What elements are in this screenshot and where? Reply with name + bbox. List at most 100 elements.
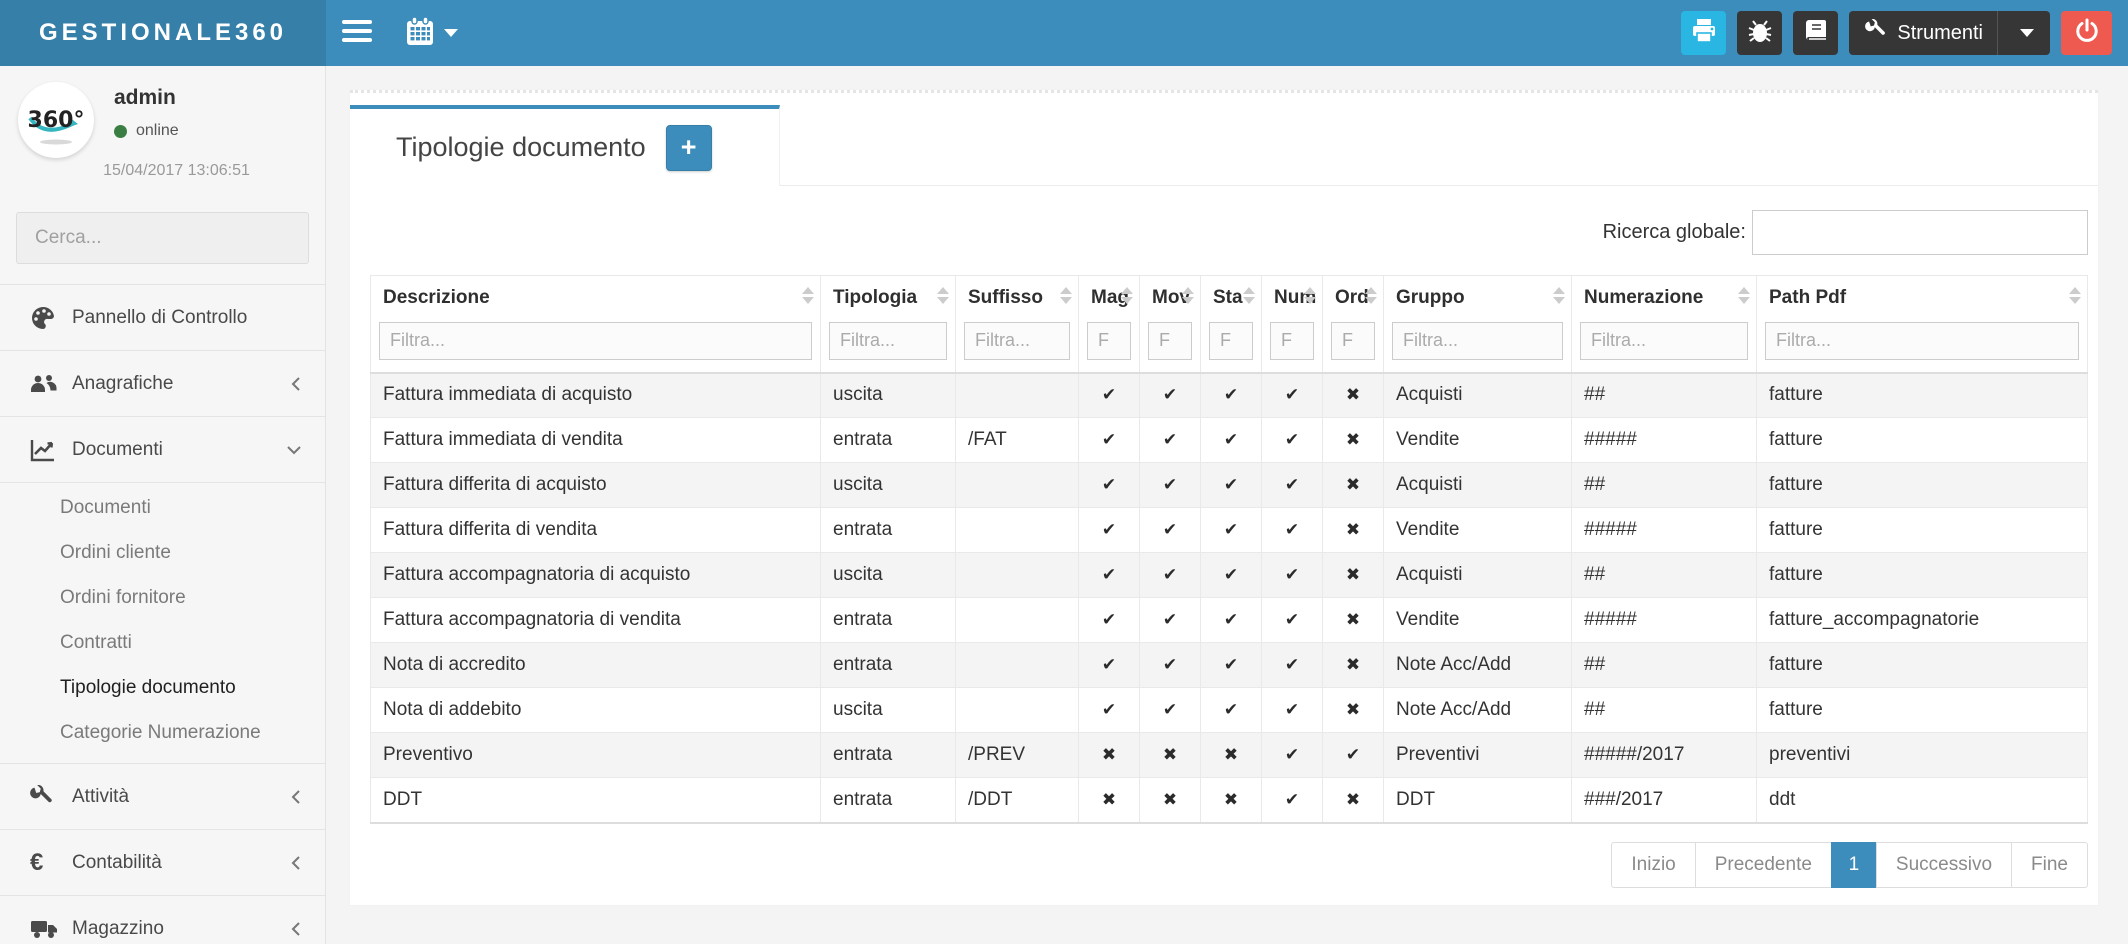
sidebar-subitem-ordini-fornitore[interactable]: Ordini fornitore	[0, 575, 325, 620]
cell-tipologia: uscita	[821, 463, 956, 508]
sidebar-toggle-button[interactable]	[326, 0, 388, 66]
chevron-down-icon	[285, 443, 303, 457]
sort-arrows-icon	[937, 287, 949, 304]
check-icon: ✔	[1140, 688, 1201, 733]
table-row[interactable]: DDTentrata/DDT✖✖✖✔✖DDT###/2017ddt	[371, 778, 2088, 823]
sort-arrows-icon	[1738, 287, 1750, 304]
table-row[interactable]: Fattura differita di acquistouscita✔✔✔✔✖…	[371, 463, 2088, 508]
cell-gruppo: Note Acc/Add	[1384, 688, 1572, 733]
cell-suffisso	[956, 553, 1079, 598]
page-button-inizio[interactable]: Inizio	[1611, 842, 1695, 888]
cell-suffisso	[956, 508, 1079, 553]
filter-input-gruppo[interactable]	[1392, 322, 1563, 360]
sidebar-item-attivit-[interactable]: Attività	[0, 764, 325, 830]
sidebar-subitem-documenti[interactable]: Documenti	[0, 485, 325, 530]
column-header-ord[interactable]: Ord	[1323, 276, 1384, 320]
manual-button[interactable]	[1793, 11, 1838, 55]
sort-arrows-icon	[1182, 287, 1194, 304]
column-header-tipologia[interactable]: Tipologia	[821, 276, 956, 320]
truck-icon	[30, 918, 72, 940]
column-header-descrizione[interactable]: Descrizione	[371, 276, 821, 320]
filter-input-num[interactable]	[1270, 322, 1314, 360]
add-document-type-button[interactable]: +	[666, 125, 712, 171]
user-status-label: online	[136, 122, 179, 140]
table-row[interactable]: Nota di accreditoentrata✔✔✔✔✖Note Acc/Ad…	[371, 643, 2088, 688]
page-button-fine[interactable]: Fine	[2011, 842, 2088, 888]
sort-arrows-icon	[802, 287, 814, 304]
wrench-icon	[30, 785, 72, 809]
logout-button[interactable]	[2061, 11, 2112, 55]
column-header-suffisso[interactable]: Suffisso	[956, 276, 1079, 320]
sidebar-item-documenti[interactable]: Documenti	[0, 417, 325, 483]
page-button-successivo[interactable]: Successivo	[1876, 842, 2012, 888]
content-card: Tipologie documento + Ricerca globale: D…	[350, 90, 2098, 905]
global-search-input[interactable]	[1752, 210, 2088, 255]
sidebar-subitem-tipologie-documento[interactable]: Tipologie documento	[0, 665, 325, 710]
page-button-precedente[interactable]: Precedente	[1695, 842, 1832, 888]
times-icon: ✖	[1323, 778, 1384, 823]
avatar: 360°	[18, 82, 94, 158]
column-header-mag[interactable]: Mag	[1079, 276, 1140, 320]
filter-input-ord[interactable]	[1331, 322, 1375, 360]
check-icon: ✔	[1201, 508, 1262, 553]
strumenti-caret-button[interactable]	[1997, 11, 2048, 55]
filter-input-tipologia[interactable]	[829, 322, 947, 360]
column-label: Tipologia	[833, 287, 917, 308]
filter-input-sta[interactable]	[1209, 322, 1253, 360]
sidebar-search-input[interactable]	[16, 212, 309, 264]
sidebar-item-pannello-di-controllo[interactable]: Pannello di Controllo	[0, 285, 325, 351]
filter-input-mov[interactable]	[1148, 322, 1192, 360]
table-row[interactable]: Fattura immediata di acquistouscita✔✔✔✔✖…	[371, 373, 2088, 418]
calendar-dropdown-button[interactable]	[388, 0, 474, 66]
page-title: Tipologie documento	[396, 132, 646, 163]
sidebar-item-anagrafiche[interactable]: Anagrafiche	[0, 351, 325, 417]
column-header-path_pdf[interactable]: Path Pdf	[1757, 276, 2088, 320]
filter-cell-gruppo	[1384, 320, 1572, 373]
column-header-numerazione[interactable]: Numerazione	[1572, 276, 1757, 320]
times-icon: ✖	[1323, 508, 1384, 553]
page-button-1[interactable]: 1	[1831, 842, 1877, 888]
table-row[interactable]: Preventivoentrata/PREV✖✖✖✔✔Preventivi###…	[371, 733, 2088, 778]
filter-cell-mov	[1140, 320, 1201, 373]
column-label: Path Pdf	[1769, 287, 1846, 308]
times-icon: ✖	[1323, 688, 1384, 733]
sidebar-subitem-contratti[interactable]: Contratti	[0, 620, 325, 665]
table-row[interactable]: Fattura immediata di venditaentrata/FAT✔…	[371, 418, 2088, 463]
cell-gruppo: Acquisti	[1384, 463, 1572, 508]
filter-input-path_pdf[interactable]	[1765, 322, 2079, 360]
filter-input-mag[interactable]	[1087, 322, 1131, 360]
table-row[interactable]: Fattura accompagnatoria di acquistouscit…	[371, 553, 2088, 598]
table-row[interactable]: Fattura accompagnatoria di venditaentrat…	[371, 598, 2088, 643]
column-label: Numerazione	[1584, 287, 1703, 308]
debug-button[interactable]	[1737, 11, 1782, 55]
sidebar-item-magazzino[interactable]: Magazzino	[0, 896, 325, 944]
filter-input-suffisso[interactable]	[964, 322, 1070, 360]
sidebar-item-contabilit-[interactable]: €Contabilità	[0, 830, 325, 896]
sidebar-subitem-categorie-numerazione[interactable]: Categorie Numerazione	[0, 710, 325, 755]
cell-tipologia: entrata	[821, 733, 956, 778]
cell-tipologia: uscita	[821, 688, 956, 733]
column-header-num[interactable]: Num	[1262, 276, 1323, 320]
tab-tipologie-documento[interactable]: Tipologie documento +	[350, 105, 780, 186]
check-icon: ✔	[1079, 598, 1140, 643]
column-header-gruppo[interactable]: Gruppo	[1384, 276, 1572, 320]
cell-suffisso	[956, 688, 1079, 733]
sort-arrows-icon	[2069, 287, 2081, 304]
session-datetime: 15/04/2017 13:06:51	[46, 162, 307, 180]
column-header-sta[interactable]: Sta	[1201, 276, 1262, 320]
table-row[interactable]: Nota di addebitouscita✔✔✔✔✖Note Acc/Add#…	[371, 688, 2088, 733]
filter-input-numerazione[interactable]	[1580, 322, 1748, 360]
printer-icon	[1691, 18, 1717, 49]
cell-tipologia: entrata	[821, 508, 956, 553]
cell-path_pdf: fatture	[1757, 553, 2088, 598]
times-icon: ✖	[1323, 553, 1384, 598]
filter-input-descrizione[interactable]	[379, 322, 812, 360]
check-icon: ✔	[1140, 418, 1201, 463]
cell-gruppo: Vendite	[1384, 598, 1572, 643]
table-row[interactable]: Fattura differita di venditaentrata✔✔✔✔✖…	[371, 508, 2088, 553]
cell-descrizione: Fattura accompagnatoria di acquisto	[371, 553, 821, 598]
strumenti-button[interactable]: Strumenti	[1849, 11, 2050, 55]
column-header-mov[interactable]: Mov	[1140, 276, 1201, 320]
print-button[interactable]	[1681, 11, 1726, 55]
sidebar-subitem-ordini-cliente[interactable]: Ordini cliente	[0, 530, 325, 575]
